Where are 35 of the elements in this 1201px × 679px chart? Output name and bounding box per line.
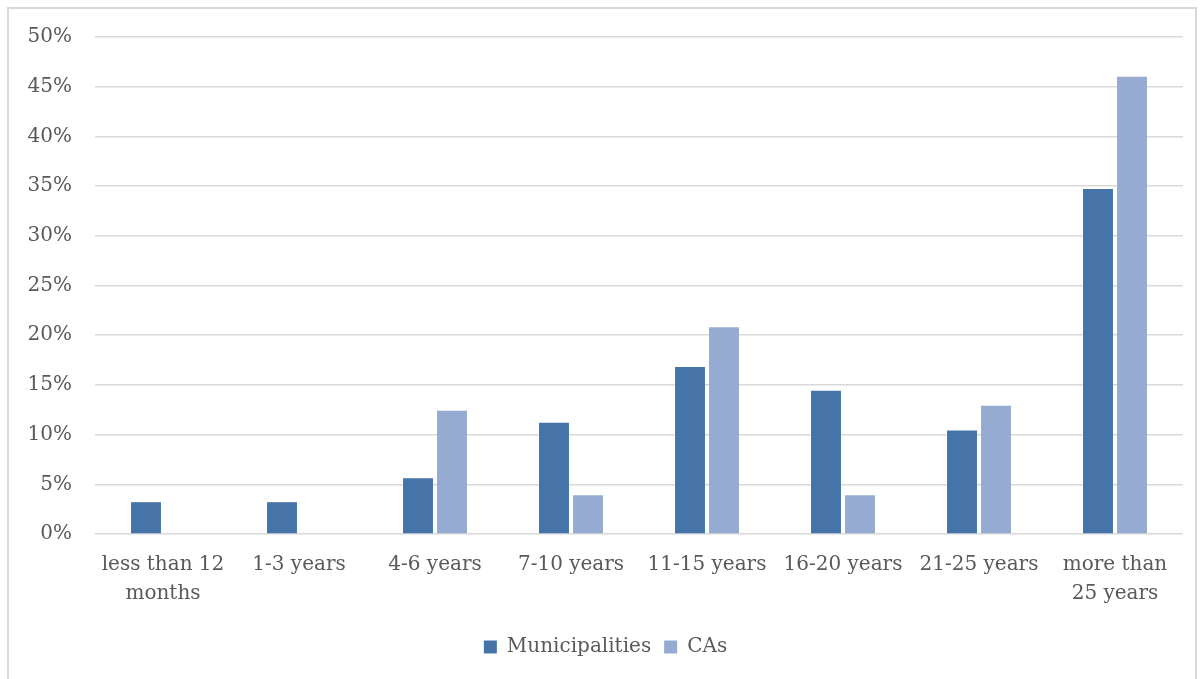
bar [947,430,977,534]
bar [675,367,705,534]
bar [1083,189,1113,534]
bar [811,390,841,534]
x-tick-label: 1-3 years [252,550,346,575]
bar [437,410,467,534]
legend-label: Municipalities [506,633,652,658]
y-tick-label: 5% [40,470,72,495]
y-tick-label: 0% [40,520,72,545]
x-tick-label: less than 12 months [101,550,225,604]
x-tick-label: more than 25 years [1062,550,1168,604]
y-tick-label: 20% [27,321,72,346]
legend-label: CAs [687,633,728,658]
y-tick-label: 10% [27,420,72,445]
bar [403,478,433,534]
y-tick-label: 45% [27,72,72,97]
x-tick-label: 4-6 years [388,550,482,575]
bar [131,502,161,534]
y-tick-label: 40% [27,122,72,147]
bar [539,422,569,534]
y-tick-label: 50% [27,23,72,48]
x-tick-label: 16-20 years [783,550,903,575]
bar [1117,76,1147,534]
y-tick-label: 15% [27,371,72,396]
y-tick-label: 30% [27,222,72,246]
bar [709,327,739,534]
x-tick-label: 7-10 years [517,550,625,575]
x-tick-label: 11-15 years [647,550,767,575]
bar [845,495,875,534]
bar [267,502,297,534]
x-tick-label: 21-25 years [919,550,1039,575]
y-tick-label: 25% [27,271,72,296]
bar [981,405,1011,534]
y-tick-label: 35% [27,172,72,197]
bar [573,495,603,534]
